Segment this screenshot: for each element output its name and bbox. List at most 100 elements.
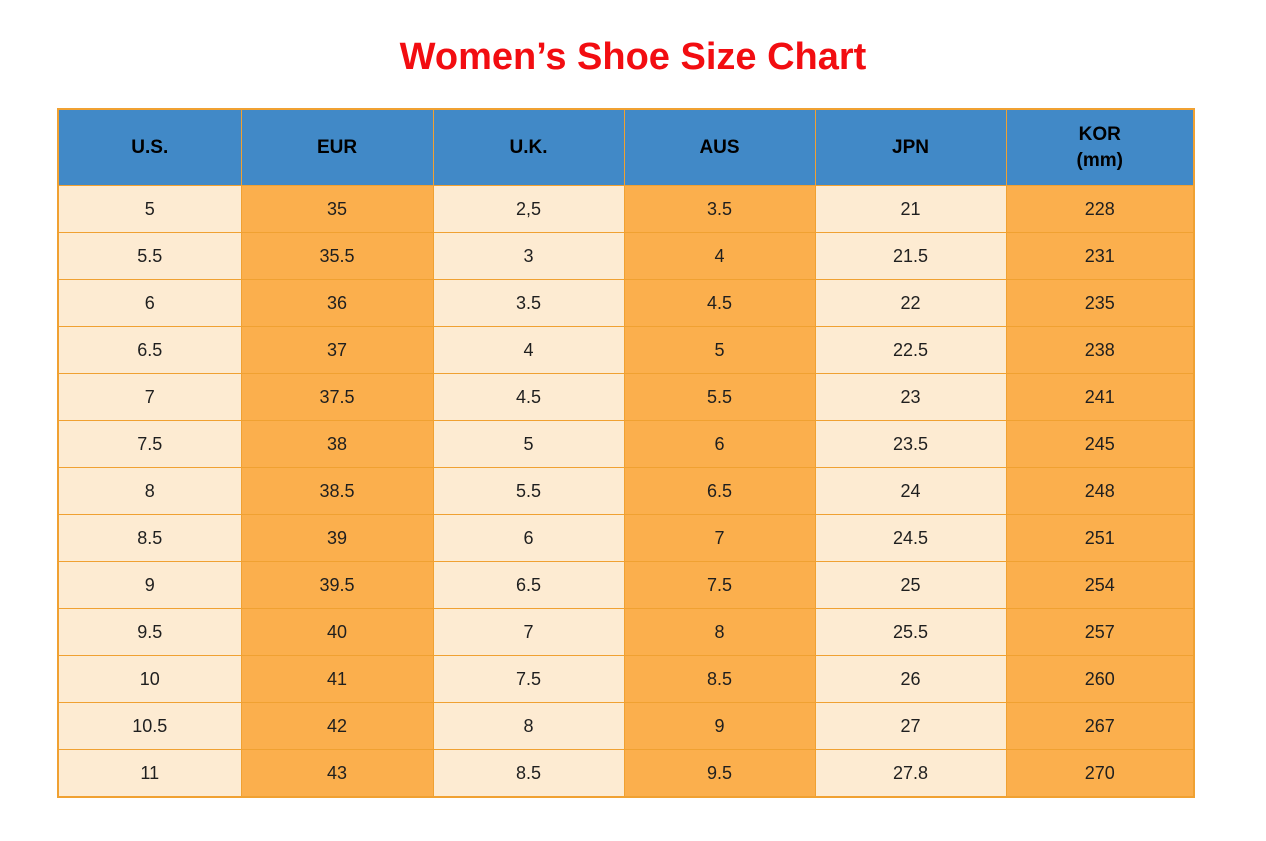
table-cell: 7.5 [57, 420, 242, 468]
table-cell: 2,5 [432, 185, 625, 233]
table-cell: 38.5 [240, 467, 434, 515]
page-title: Women’s Shoe Size Chart [399, 36, 867, 78]
table-cell: 7 [623, 514, 816, 562]
table-cell: 4 [623, 232, 816, 280]
table-cell: 9.5 [57, 608, 242, 656]
table-cell: 11 [57, 749, 242, 798]
table-row: 5 35 2,5 3.5 21 228 [57, 185, 1195, 233]
table-row: 6 36 3.5 4.5 22 235 [57, 279, 1195, 327]
table-cell: 8.5 [432, 749, 625, 798]
header-label: AUS [699, 136, 740, 158]
table-cell: 257 [1005, 608, 1195, 656]
table-cell: 6 [57, 279, 242, 327]
table-cell: 9.5 [623, 749, 816, 798]
table-cell: 27 [814, 702, 1007, 750]
table-cell: 41 [240, 655, 434, 703]
table-cell: 248 [1005, 467, 1195, 515]
header-cell-aus: AUS [623, 108, 816, 186]
header-label: KOR [1078, 123, 1121, 145]
table-cell: 9 [623, 702, 816, 750]
header-cell-uk: U.K. [432, 108, 625, 186]
table-cell: 7.5 [432, 655, 625, 703]
table-cell: 6.5 [432, 561, 625, 609]
table-body: 5 35 2,5 3.5 21 228 5.5 35.5 3 4 21.5 231 6 36 3.5 4.5 2… [57, 185, 1195, 798]
table-cell: 10.5 [57, 702, 242, 750]
table-cell: 4.5 [432, 373, 625, 421]
table-cell: 260 [1005, 655, 1195, 703]
table-cell: 5 [623, 326, 816, 374]
table-row: 8 38.5 5.5 6.5 24 248 [57, 467, 1195, 515]
table-cell: 42 [240, 702, 434, 750]
table-row: 5.5 35.5 3 4 21.5 231 [57, 232, 1195, 280]
table-cell: 24 [814, 467, 1007, 515]
table-cell: 21.5 [814, 232, 1007, 280]
table-cell: 22 [814, 279, 1007, 327]
table-cell: 38 [240, 420, 434, 468]
table-cell: 5.5 [57, 232, 242, 280]
table-cell: 6.5 [57, 326, 242, 374]
table-row: 7 37.5 4.5 5.5 23 241 [57, 373, 1195, 421]
table-cell: 22.5 [814, 326, 1007, 374]
header-cell-eur: EUR [240, 108, 434, 186]
table-cell: 254 [1005, 561, 1195, 609]
table-cell: 5.5 [432, 467, 625, 515]
table-cell: 267 [1005, 702, 1195, 750]
table-row: 8.5 39 6 7 24.5 251 [57, 514, 1195, 562]
table-cell: 37 [240, 326, 434, 374]
header-label: EUR [316, 136, 358, 158]
table-cell: 270 [1005, 749, 1195, 798]
table-cell: 21 [814, 185, 1007, 233]
table-row: 6.5 37 4 5 22.5 238 [57, 326, 1195, 374]
table-cell: 4.5 [623, 279, 816, 327]
header-cell-jpn: JPN [814, 108, 1007, 186]
table-cell: 5 [432, 420, 625, 468]
header-sublabel: (mm) [1076, 149, 1123, 171]
table-cell: 39.5 [240, 561, 434, 609]
table-header: U.S. EUR U.K. AUS JPN KOR (mm) [57, 108, 1195, 186]
table-cell: 5 [57, 185, 242, 233]
header-row: U.S. EUR U.K. AUS JPN KOR (mm) [57, 108, 1195, 186]
table-cell: 23 [814, 373, 1007, 421]
table-cell: 7 [432, 608, 625, 656]
table-cell: 35 [240, 185, 434, 233]
table-row: 7.5 38 5 6 23.5 245 [57, 420, 1195, 468]
table-cell: 8.5 [57, 514, 242, 562]
table-cell: 37.5 [240, 373, 434, 421]
table-cell: 8.5 [623, 655, 816, 703]
header-label: U.S. [131, 136, 169, 158]
table-cell: 5.5 [623, 373, 816, 421]
header-label: JPN [892, 136, 929, 158]
table-cell: 35.5 [240, 232, 434, 280]
header-label: U.K. [509, 136, 548, 158]
shoe-size-table: U.S. EUR U.K. AUS JPN KOR (mm) [57, 108, 1195, 798]
table-cell: 23.5 [814, 420, 1007, 468]
table-cell: 9 [57, 561, 242, 609]
table-cell: 8 [57, 467, 242, 515]
table-cell: 228 [1005, 185, 1195, 233]
table-cell: 8 [623, 608, 816, 656]
table-cell: 6 [432, 514, 625, 562]
table-cell: 3.5 [432, 279, 625, 327]
table-cell: 3.5 [623, 185, 816, 233]
table-cell: 8 [432, 702, 625, 750]
table-cell: 3 [432, 232, 625, 280]
table-cell: 36 [240, 279, 434, 327]
table-cell: 25.5 [814, 608, 1007, 656]
table-cell: 43 [240, 749, 434, 798]
header-cell-us: U.S. [57, 108, 242, 186]
table-row: 9.5 40 7 8 25.5 257 [57, 608, 1195, 656]
table-cell: 231 [1005, 232, 1195, 280]
table-cell: 7 [57, 373, 242, 421]
table-row: 10.5 42 8 9 27 267 [57, 702, 1195, 750]
table-cell: 26 [814, 655, 1007, 703]
table-row: 11 43 8.5 9.5 27.8 270 [57, 749, 1195, 798]
table-cell: 10 [57, 655, 242, 703]
table-cell: 245 [1005, 420, 1195, 468]
table-cell: 40 [240, 608, 434, 656]
table-cell: 6 [623, 420, 816, 468]
table-cell: 251 [1005, 514, 1195, 562]
table-cell: 4 [432, 326, 625, 374]
table-cell: 235 [1005, 279, 1195, 327]
table-cell: 6.5 [623, 467, 816, 515]
table-cell: 7.5 [623, 561, 816, 609]
